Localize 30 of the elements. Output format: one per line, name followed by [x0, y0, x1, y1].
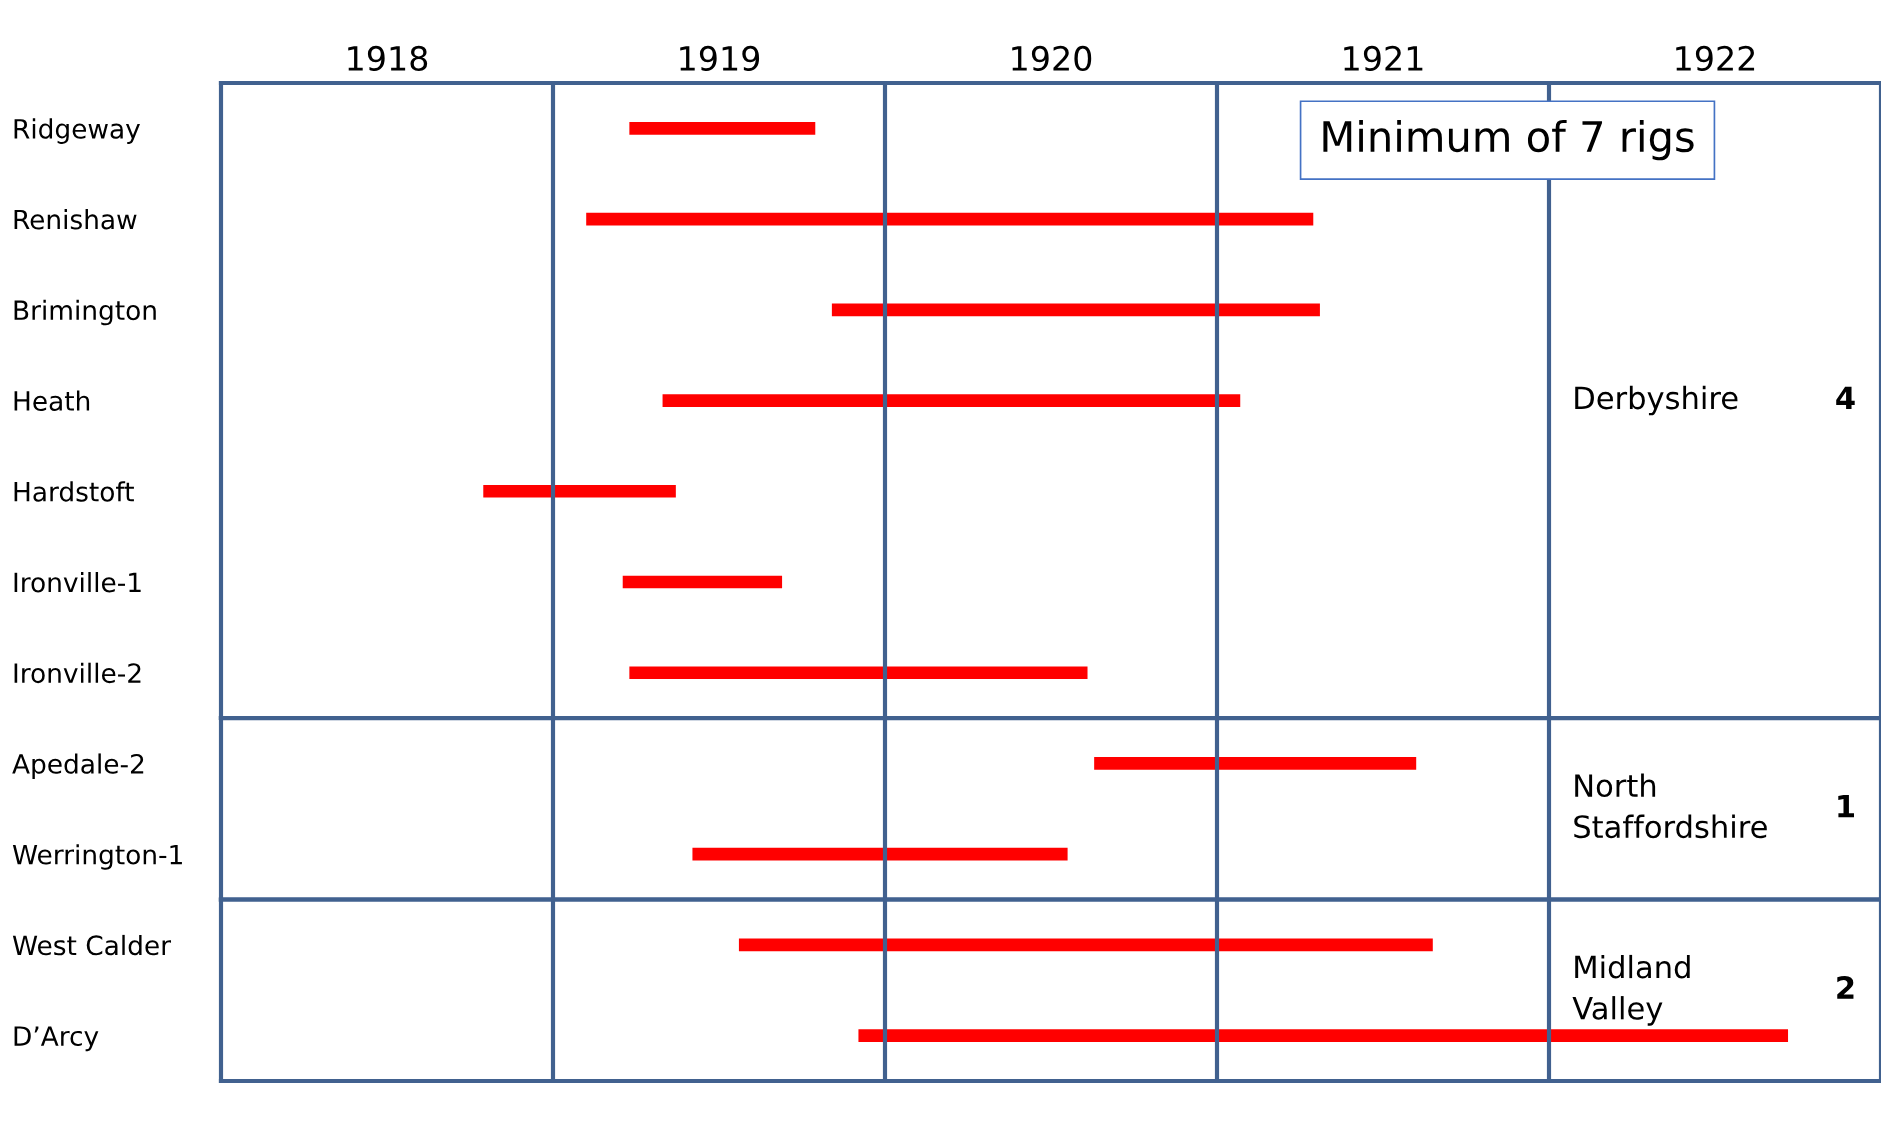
- annotation: 4: [1836, 386, 1855, 409]
- y-tick-label: Werrington-1: [12, 844, 182, 870]
- bar: [629, 122, 816, 135]
- x-tick-label: 1919: [680, 45, 760, 71]
- x-tick-label: 1920: [1012, 45, 1092, 71]
- annotation: Midland Valley: [1572, 954, 1690, 1026]
- bar: [629, 666, 1088, 680]
- annotation: Minimum of 7 rigs: [1323, 120, 1694, 161]
- bar: [622, 575, 783, 589]
- bar: [831, 303, 1320, 317]
- annotation: 2: [1837, 976, 1854, 999]
- y-tick-label: Apedale-2: [12, 753, 144, 779]
- annotation: North Staffordshire: [1574, 773, 1767, 839]
- y-tick-label: Hardstoft: [14, 481, 134, 502]
- annotation: Derbyshire: [1575, 385, 1738, 416]
- x-tick-label: 1921: [1344, 45, 1423, 71]
- y-tick-label: D’Arcy: [14, 1026, 99, 1052]
- y-tick-label: Renishaw: [14, 209, 137, 230]
- y-tick-label: Ridgeway: [14, 118, 140, 144]
- y-tick-label: Ironville-1: [14, 571, 141, 593]
- x-tick-label: 1918: [348, 45, 428, 71]
- bar: [586, 212, 1314, 226]
- y-tick-label: West Calder: [12, 934, 172, 956]
- y-tick-label: Brimington: [14, 299, 156, 326]
- bar: [662, 394, 1241, 407]
- y-tick-label: Ironville-2: [14, 662, 141, 684]
- x-tick-label: 1922: [1676, 45, 1755, 71]
- bar: [483, 484, 676, 498]
- annotation: 1: [1838, 794, 1854, 818]
- y-tick-label: Heath: [14, 390, 90, 411]
